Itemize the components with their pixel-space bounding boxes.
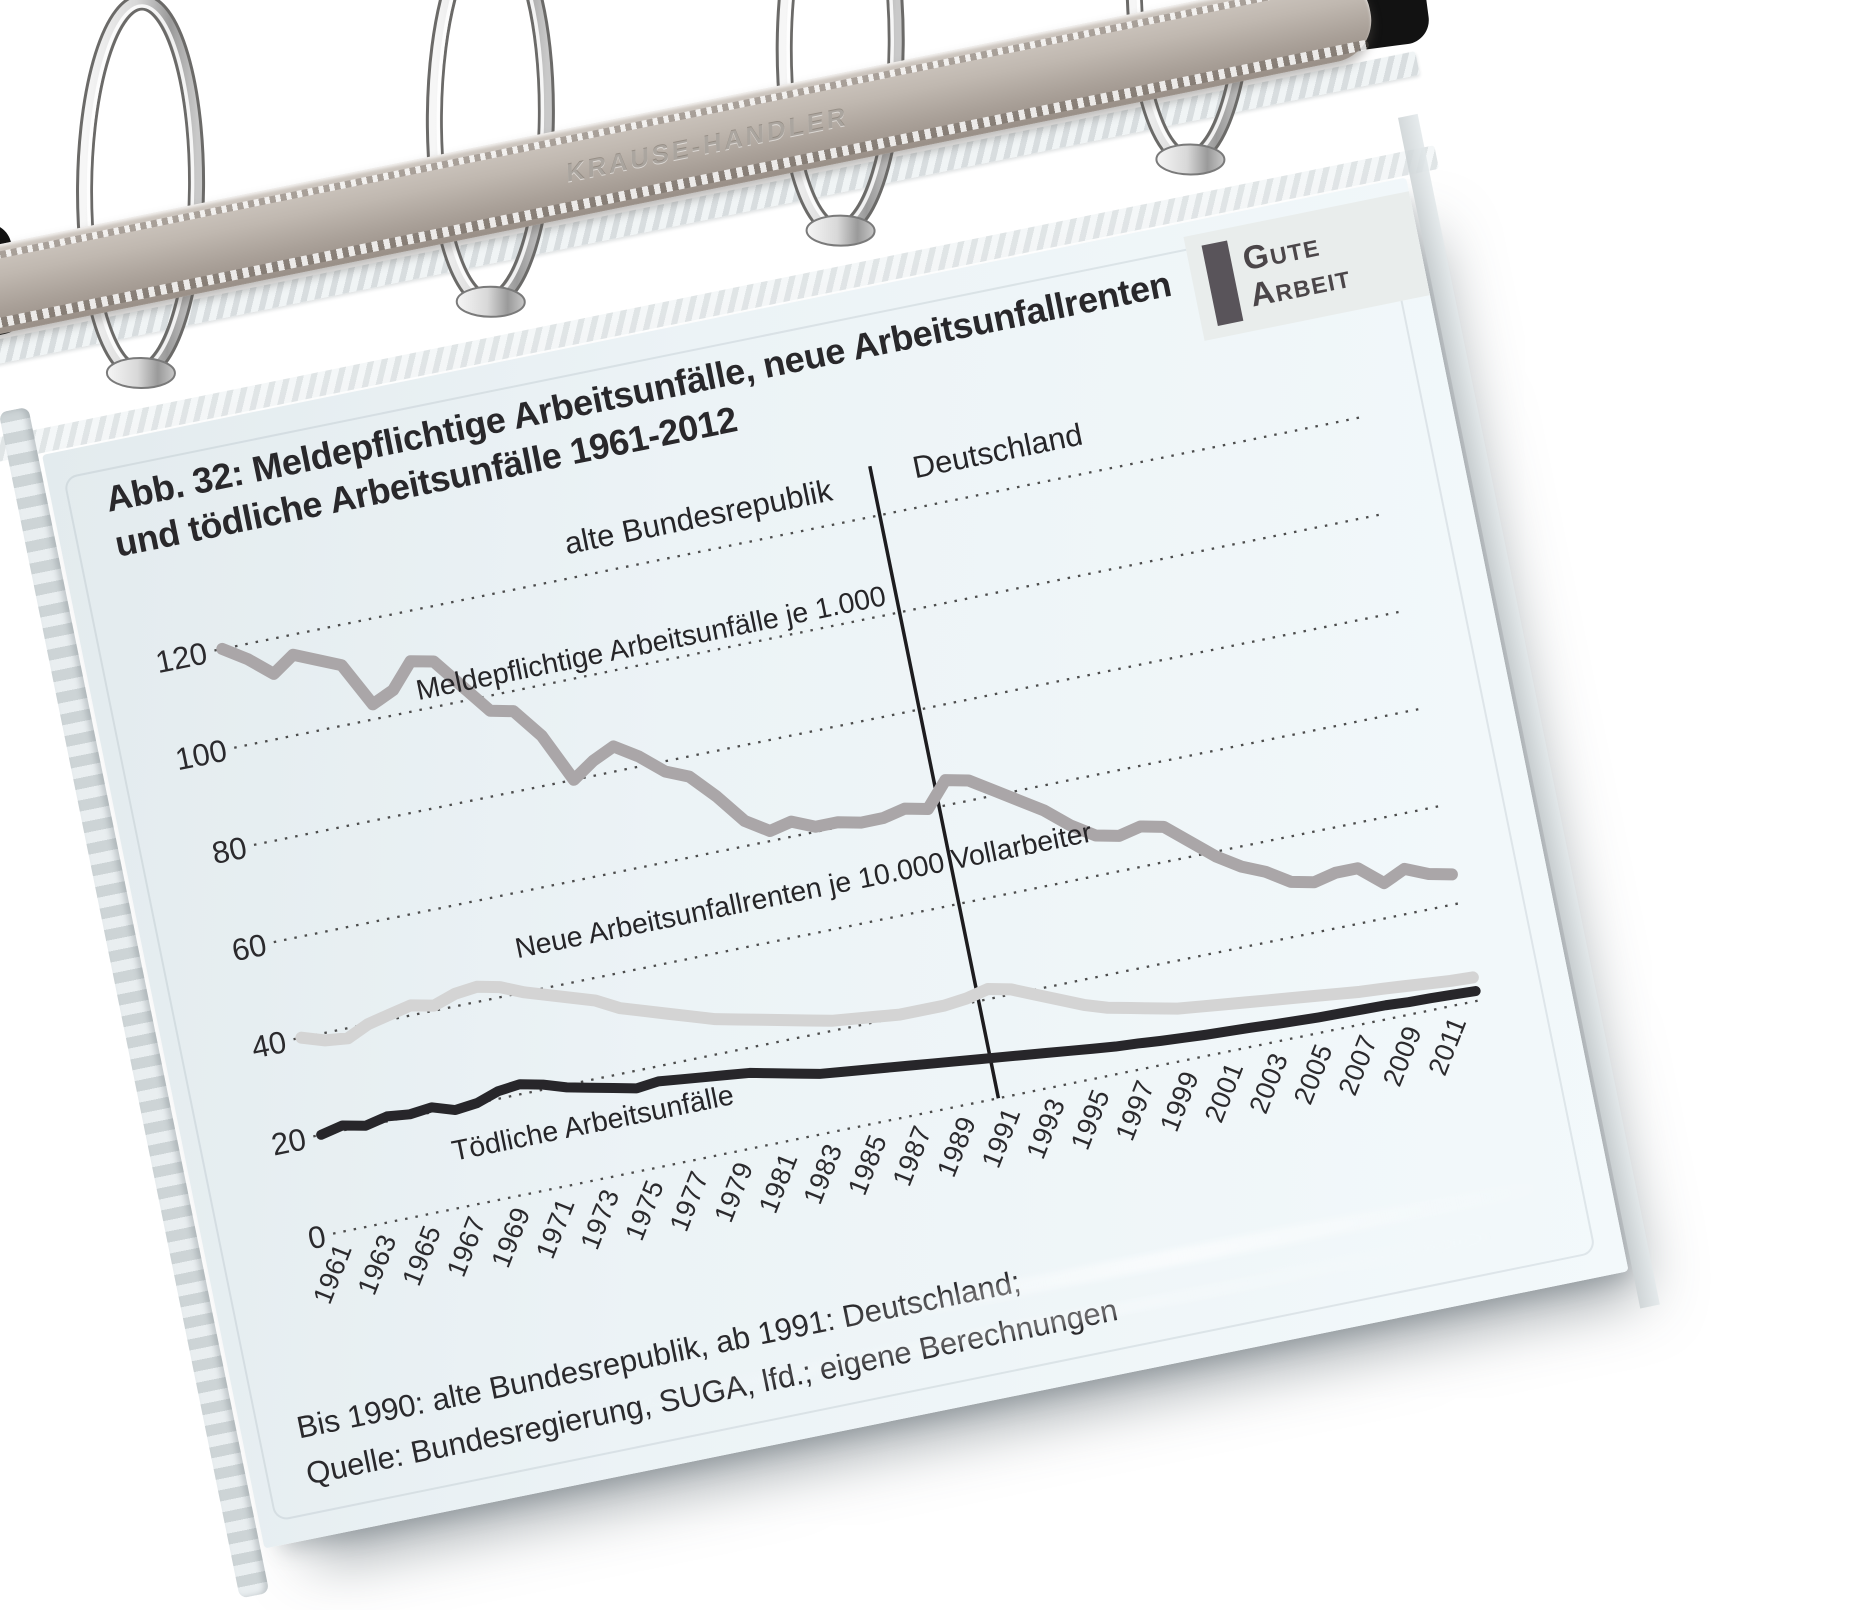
svg-text:80: 80 <box>209 830 250 871</box>
svg-text:1995: 1995 <box>1065 1085 1116 1154</box>
svg-text:1983: 1983 <box>798 1139 849 1208</box>
svg-text:1969: 1969 <box>486 1203 537 1272</box>
region-label-right: Deutschland <box>910 417 1086 486</box>
svg-text:1989: 1989 <box>931 1112 982 1181</box>
series-label-1: Meldepflichtige Arbeitsunfälle je 1.000 <box>413 580 888 707</box>
svg-text:120: 120 <box>153 635 211 680</box>
svg-text:1999: 1999 <box>1154 1067 1205 1136</box>
tilted-binder-page: KRAUSE-HANDLER Abb. 32: Meldepflichtige … <box>42 164 1698 1562</box>
logo-bar-icon <box>1202 240 1244 326</box>
svg-text:1967: 1967 <box>441 1212 492 1281</box>
svg-text:40: 40 <box>249 1024 290 1065</box>
svg-text:1979: 1979 <box>708 1158 759 1227</box>
svg-text:1987: 1987 <box>887 1121 938 1190</box>
svg-text:100: 100 <box>172 733 230 778</box>
svg-text:1977: 1977 <box>664 1167 715 1236</box>
svg-text:2001: 2001 <box>1199 1058 1250 1127</box>
svg-text:1991: 1991 <box>976 1103 1027 1172</box>
binder-ring <box>83 1 198 388</box>
svg-text:2011: 2011 <box>1422 1013 1472 1080</box>
svg-text:2003: 2003 <box>1243 1049 1294 1118</box>
svg-text:1981: 1981 <box>753 1149 804 1218</box>
series-label-2: Neue Arbeitsunfallrenten je 10.000 Volla… <box>512 817 1095 966</box>
svg-text:2007: 2007 <box>1333 1031 1384 1100</box>
svg-text:2005: 2005 <box>1288 1040 1339 1109</box>
svg-text:2009: 2009 <box>1377 1022 1428 1091</box>
svg-text:1993: 1993 <box>1020 1094 1071 1163</box>
svg-text:1965: 1965 <box>396 1221 447 1290</box>
svg-text:1973: 1973 <box>575 1185 626 1254</box>
svg-text:1971: 1971 <box>530 1194 581 1263</box>
svg-text:1997: 1997 <box>1110 1076 1161 1145</box>
svg-text:1985: 1985 <box>842 1130 893 1199</box>
svg-text:60: 60 <box>229 927 270 968</box>
svg-text:20: 20 <box>268 1121 309 1162</box>
svg-text:1975: 1975 <box>619 1176 670 1245</box>
svg-text:1963: 1963 <box>352 1230 403 1299</box>
region-label-left: alte Bundesrepublik <box>561 472 835 561</box>
